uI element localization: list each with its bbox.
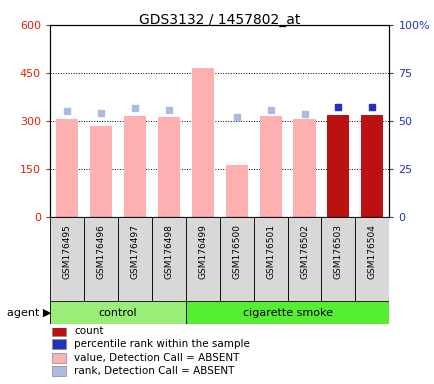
Bar <box>259 116 281 217</box>
Bar <box>185 301 388 324</box>
Bar <box>52 353 66 363</box>
Bar <box>52 366 66 376</box>
Bar <box>361 114 382 217</box>
Text: GSM176496: GSM176496 <box>96 224 105 279</box>
Text: GDS3132 / 1457802_at: GDS3132 / 1457802_at <box>139 13 299 27</box>
Text: GSM176501: GSM176501 <box>266 224 274 279</box>
Bar <box>84 217 118 301</box>
Bar <box>287 217 321 301</box>
Bar <box>124 116 145 217</box>
Bar <box>52 326 66 336</box>
Text: value, Detection Call = ABSENT: value, Detection Call = ABSENT <box>74 353 239 363</box>
Bar <box>158 117 179 217</box>
Bar <box>191 68 213 217</box>
Bar <box>253 217 287 301</box>
Text: GSM176500: GSM176500 <box>232 224 240 279</box>
Text: GSM176495: GSM176495 <box>62 224 71 279</box>
Text: GSM176498: GSM176498 <box>164 224 173 279</box>
Bar <box>219 217 253 301</box>
Bar <box>293 119 315 217</box>
Text: GSM176503: GSM176503 <box>333 224 342 279</box>
Bar <box>321 217 355 301</box>
Text: count: count <box>74 326 104 336</box>
Bar <box>225 165 247 217</box>
Bar <box>56 119 78 217</box>
Text: GSM176502: GSM176502 <box>299 224 308 279</box>
Text: GSM176497: GSM176497 <box>130 224 139 279</box>
Bar <box>50 217 84 301</box>
Text: cigarette smoke: cigarette smoke <box>242 308 332 318</box>
Bar <box>185 217 219 301</box>
Bar <box>327 114 349 217</box>
Bar <box>151 217 185 301</box>
Bar <box>355 217 388 301</box>
Text: GSM176499: GSM176499 <box>198 224 207 279</box>
Bar <box>52 339 66 349</box>
Bar <box>118 217 151 301</box>
Bar <box>50 301 185 324</box>
Text: GSM176504: GSM176504 <box>367 224 376 279</box>
Text: rank, Detection Call = ABSENT: rank, Detection Call = ABSENT <box>74 366 234 376</box>
Text: agent ▶: agent ▶ <box>7 308 51 318</box>
Text: percentile rank within the sample: percentile rank within the sample <box>74 339 250 349</box>
Text: control: control <box>99 308 137 318</box>
Bar <box>90 126 112 217</box>
